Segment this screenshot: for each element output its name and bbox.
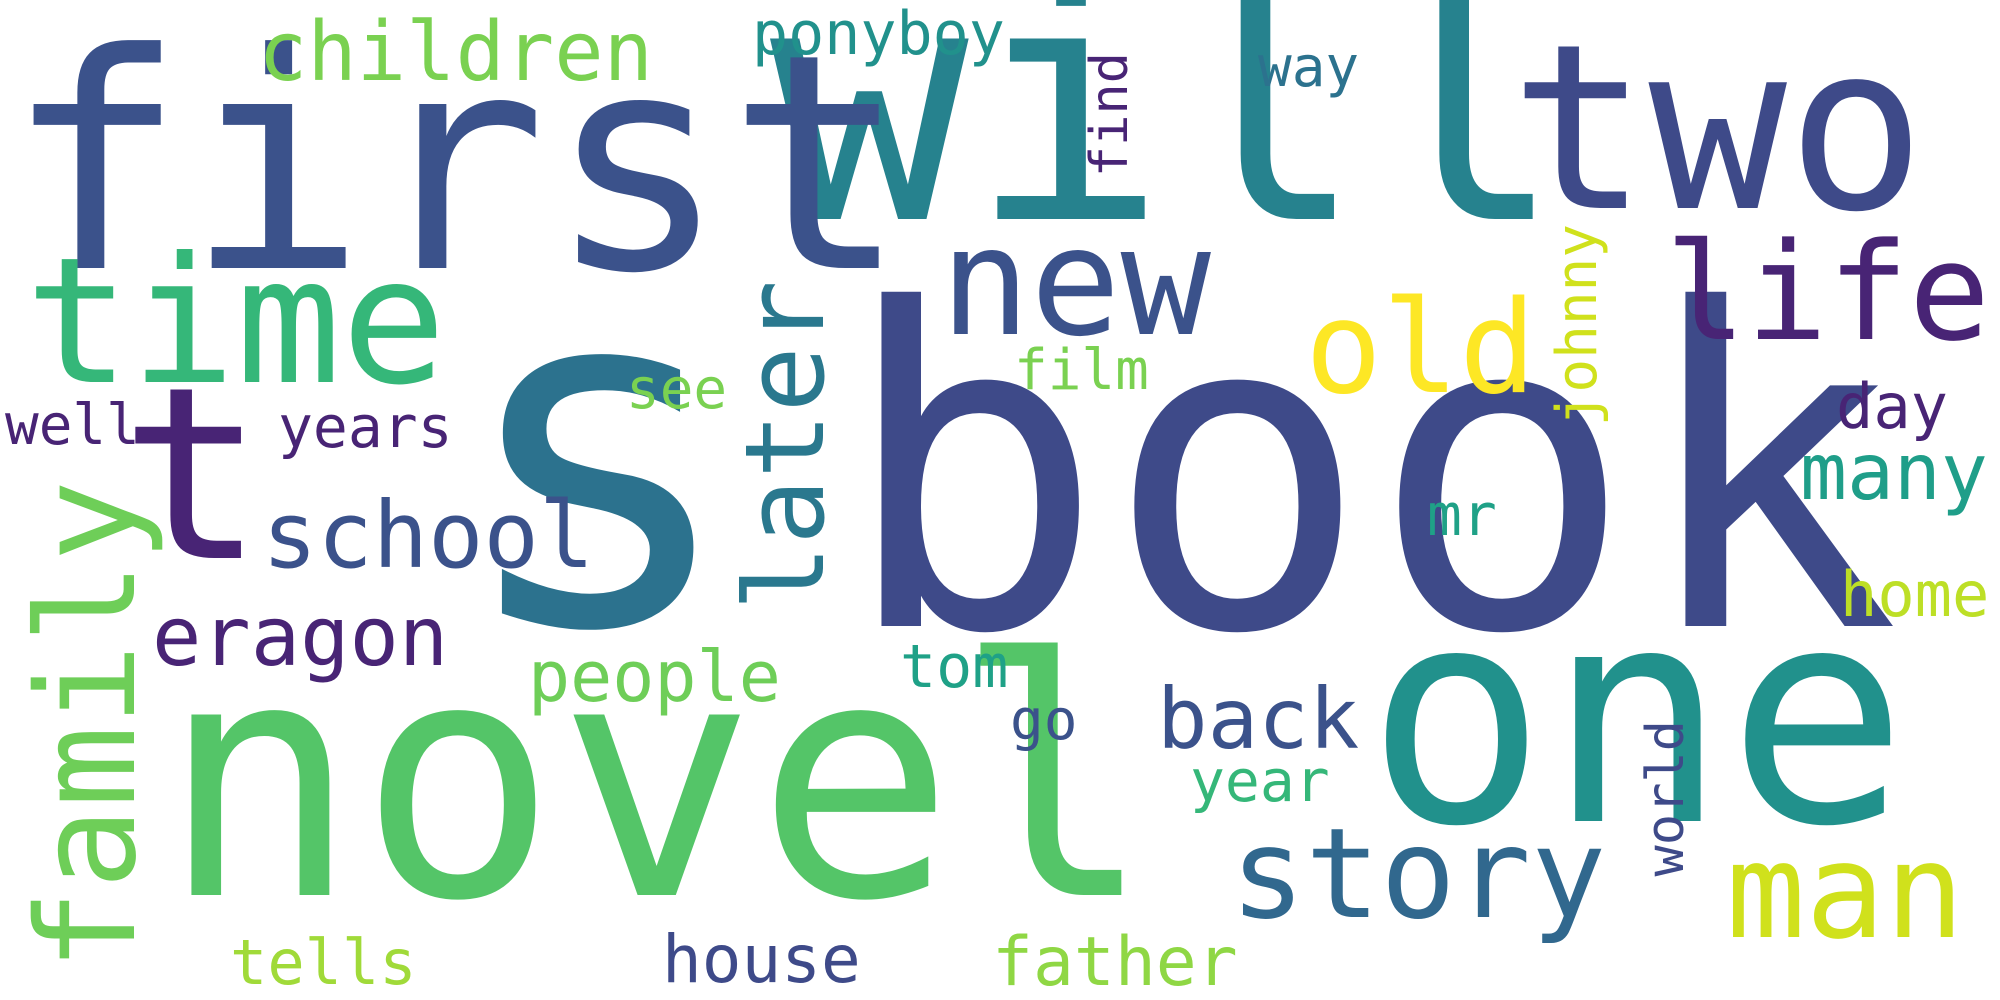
word-world: world: [1636, 720, 1696, 877]
word-film: film: [1014, 338, 1149, 403]
word-story: story: [1230, 802, 1607, 947]
word-many: many: [1800, 428, 1988, 518]
word-eragon: eragon: [152, 590, 449, 685]
word-tells: tells: [230, 926, 417, 999]
word-well: well: [5, 393, 140, 458]
word-t: t: [120, 335, 265, 615]
word-family: family: [9, 480, 167, 972]
word-day: day: [1836, 370, 1948, 443]
word-s: s: [452, 178, 741, 737]
word-house: house: [662, 921, 861, 998]
word-school: school: [262, 482, 595, 589]
word-life: life: [1665, 214, 1991, 371]
word-first: first: [5, 0, 909, 339]
word-book: book: [840, 218, 1900, 730]
word-see: see: [626, 357, 728, 422]
word-man: man: [1726, 815, 1965, 969]
word-children: children: [258, 5, 653, 100]
word-way: way: [1258, 35, 1360, 100]
word-back: back: [1157, 670, 1360, 768]
word-one: one: [1366, 543, 1908, 892]
word-people: people: [528, 636, 781, 718]
word-old: old: [1305, 274, 1537, 423]
word-go: go: [1010, 688, 1078, 753]
word-later: later: [721, 280, 849, 612]
word-father: father: [992, 923, 1238, 1000]
word-home: home: [1840, 558, 1990, 631]
word-years: years: [278, 393, 453, 461]
word-johnny: johnny: [1545, 224, 1610, 427]
word-ponyboy: ponyboy: [752, 0, 1005, 69]
word-tom: tom: [900, 632, 1009, 702]
word-two: two: [1510, 0, 1926, 263]
word-year: year: [1190, 747, 1330, 815]
word-new: new: [940, 196, 1211, 370]
word-mr: mr: [1427, 481, 1497, 549]
word-time: time: [25, 221, 447, 424]
word-will: will: [770, 0, 1565, 297]
word-novel: novel: [160, 589, 1154, 973]
word-find: find: [1080, 52, 1140, 178]
